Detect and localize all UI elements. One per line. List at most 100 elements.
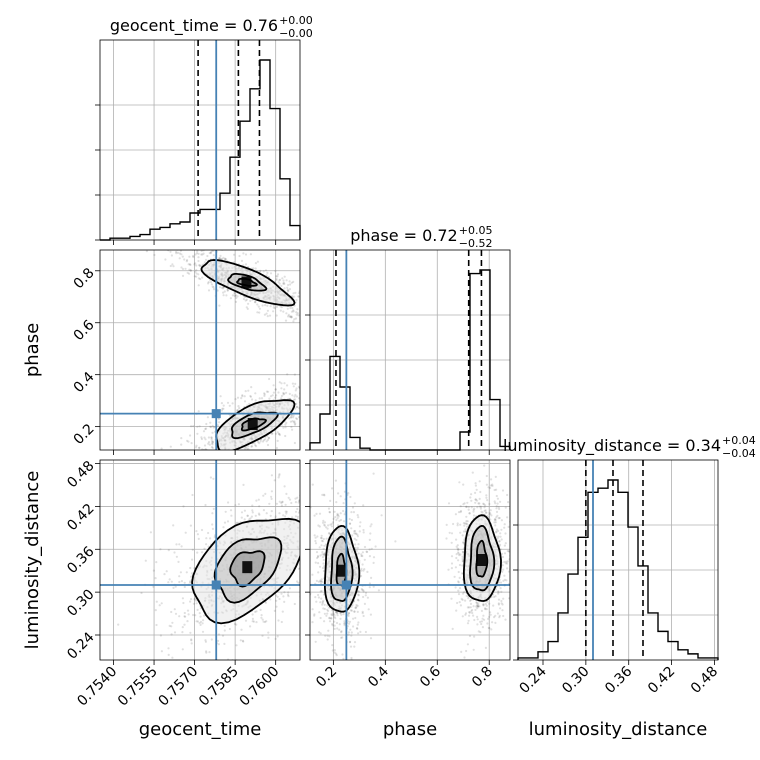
scatter-point: [477, 630, 480, 633]
scatter-point: [222, 294, 225, 297]
scatter-point: [450, 555, 454, 558]
scatter-point: [480, 620, 484, 623]
scatter-point: [178, 615, 181, 618]
scatter-point: [291, 394, 294, 397]
scatter-point: [172, 586, 175, 590]
scatter-point: [361, 551, 364, 554]
scatter-point: [210, 446, 213, 449]
scatter-point: [233, 253, 236, 256]
scatter-point: [352, 625, 355, 628]
scatter-point: [209, 537, 212, 540]
scatter-point: [256, 303, 259, 306]
scatter-point: [275, 502, 278, 505]
scatter-point: [197, 252, 200, 255]
scatter-point: [289, 420, 292, 423]
tick-label-geocent_time-4: 0.7600: [237, 664, 283, 710]
scatter-point: [170, 254, 173, 257]
scatter-point: [224, 236, 226, 238]
scatter-point: [458, 587, 462, 590]
scatter-point: [195, 602, 198, 605]
scatter-point: [254, 267, 257, 270]
scatter-point: [475, 601, 478, 604]
scatter-point: [226, 289, 229, 292]
scatter-point: [456, 551, 460, 554]
scatter-point: [499, 587, 502, 590]
scatter-point: [470, 499, 473, 502]
scatter-point: [278, 473, 281, 476]
scatter-point: [316, 383, 318, 385]
scatter-point: [249, 450, 251, 452]
scatter-point: [356, 627, 359, 630]
scatter-point: [447, 502, 451, 505]
scatter-point: [464, 599, 467, 602]
scatter-point: [290, 281, 293, 284]
scatter-point: [304, 529, 306, 531]
scatter-point: [202, 451, 204, 453]
scatter-point: [171, 263, 174, 266]
scatter-point: [193, 263, 196, 266]
scatter-point: [495, 505, 498, 508]
scatter-point: [471, 611, 474, 615]
scatter-point: [368, 548, 371, 551]
scatter-point: [179, 571, 182, 574]
scatter-point: [360, 569, 363, 572]
title-minus: −0.00: [279, 27, 313, 40]
scatter-point: [331, 623, 334, 626]
scatter-point: [469, 496, 472, 499]
scatter-point: [207, 531, 210, 535]
scatter-point: [362, 589, 365, 592]
scatter-point: [451, 627, 454, 631]
scatter-point: [325, 500, 327, 502]
scatter-point: [243, 509, 246, 512]
scatter-point: [204, 503, 207, 507]
scatter-point: [304, 541, 306, 543]
scatter-point: [465, 505, 468, 509]
scatter-point: [265, 620, 268, 623]
tick-label-luminosity_distance-1: 0.30: [559, 664, 592, 697]
scatter-point: [247, 389, 250, 392]
scatter-point: [303, 404, 305, 406]
scatter-point: [482, 502, 485, 505]
scatter-point: [461, 555, 464, 558]
scatter-point: [474, 501, 477, 504]
scatter-point: [149, 531, 152, 534]
scatter-point: [461, 572, 464, 575]
scatter-point: [218, 304, 221, 307]
scatter-point: [248, 518, 251, 521]
scatter-point: [178, 252, 181, 255]
scatter-point: [206, 246, 208, 248]
scatter-point: [457, 548, 460, 552]
scatter-point: [205, 650, 208, 653]
scatter-point: [461, 564, 464, 567]
scatter-point: [328, 617, 331, 620]
scatter-point: [280, 397, 283, 400]
scatter-point: [462, 522, 465, 525]
title-minus: −0.52: [459, 237, 493, 250]
scatter-point: [308, 303, 310, 305]
scatter-point: [267, 390, 270, 393]
title-luminosity_distance: luminosity_distance = 0.34 +0.04−0.04: [503, 434, 756, 460]
scatter-point: [266, 315, 269, 318]
scatter-point: [336, 627, 339, 630]
scatter-point: [322, 547, 325, 550]
scatter-point: [206, 254, 209, 258]
scatter-point: [314, 536, 317, 539]
scatter-point: [208, 651, 211, 654]
scatter-point: [185, 452, 187, 454]
scatter-point: [300, 539, 302, 541]
scatter-point: [372, 585, 375, 588]
scatter-point: [305, 296, 307, 298]
scatter-point: [263, 392, 266, 395]
scatter-point: [319, 579, 322, 582]
scatter-point: [470, 506, 473, 509]
scatter-point: [189, 581, 192, 584]
scatter-point: [217, 468, 219, 470]
tick-label-phase-1: 0.4: [71, 369, 98, 396]
scatter-point: [222, 256, 225, 259]
scatter-point: [501, 555, 505, 559]
scatter-point: [494, 519, 497, 522]
scatter-point: [493, 488, 496, 492]
scatter-point: [223, 624, 226, 628]
scatter-point: [495, 510, 499, 513]
scatter-point: [197, 284, 200, 287]
